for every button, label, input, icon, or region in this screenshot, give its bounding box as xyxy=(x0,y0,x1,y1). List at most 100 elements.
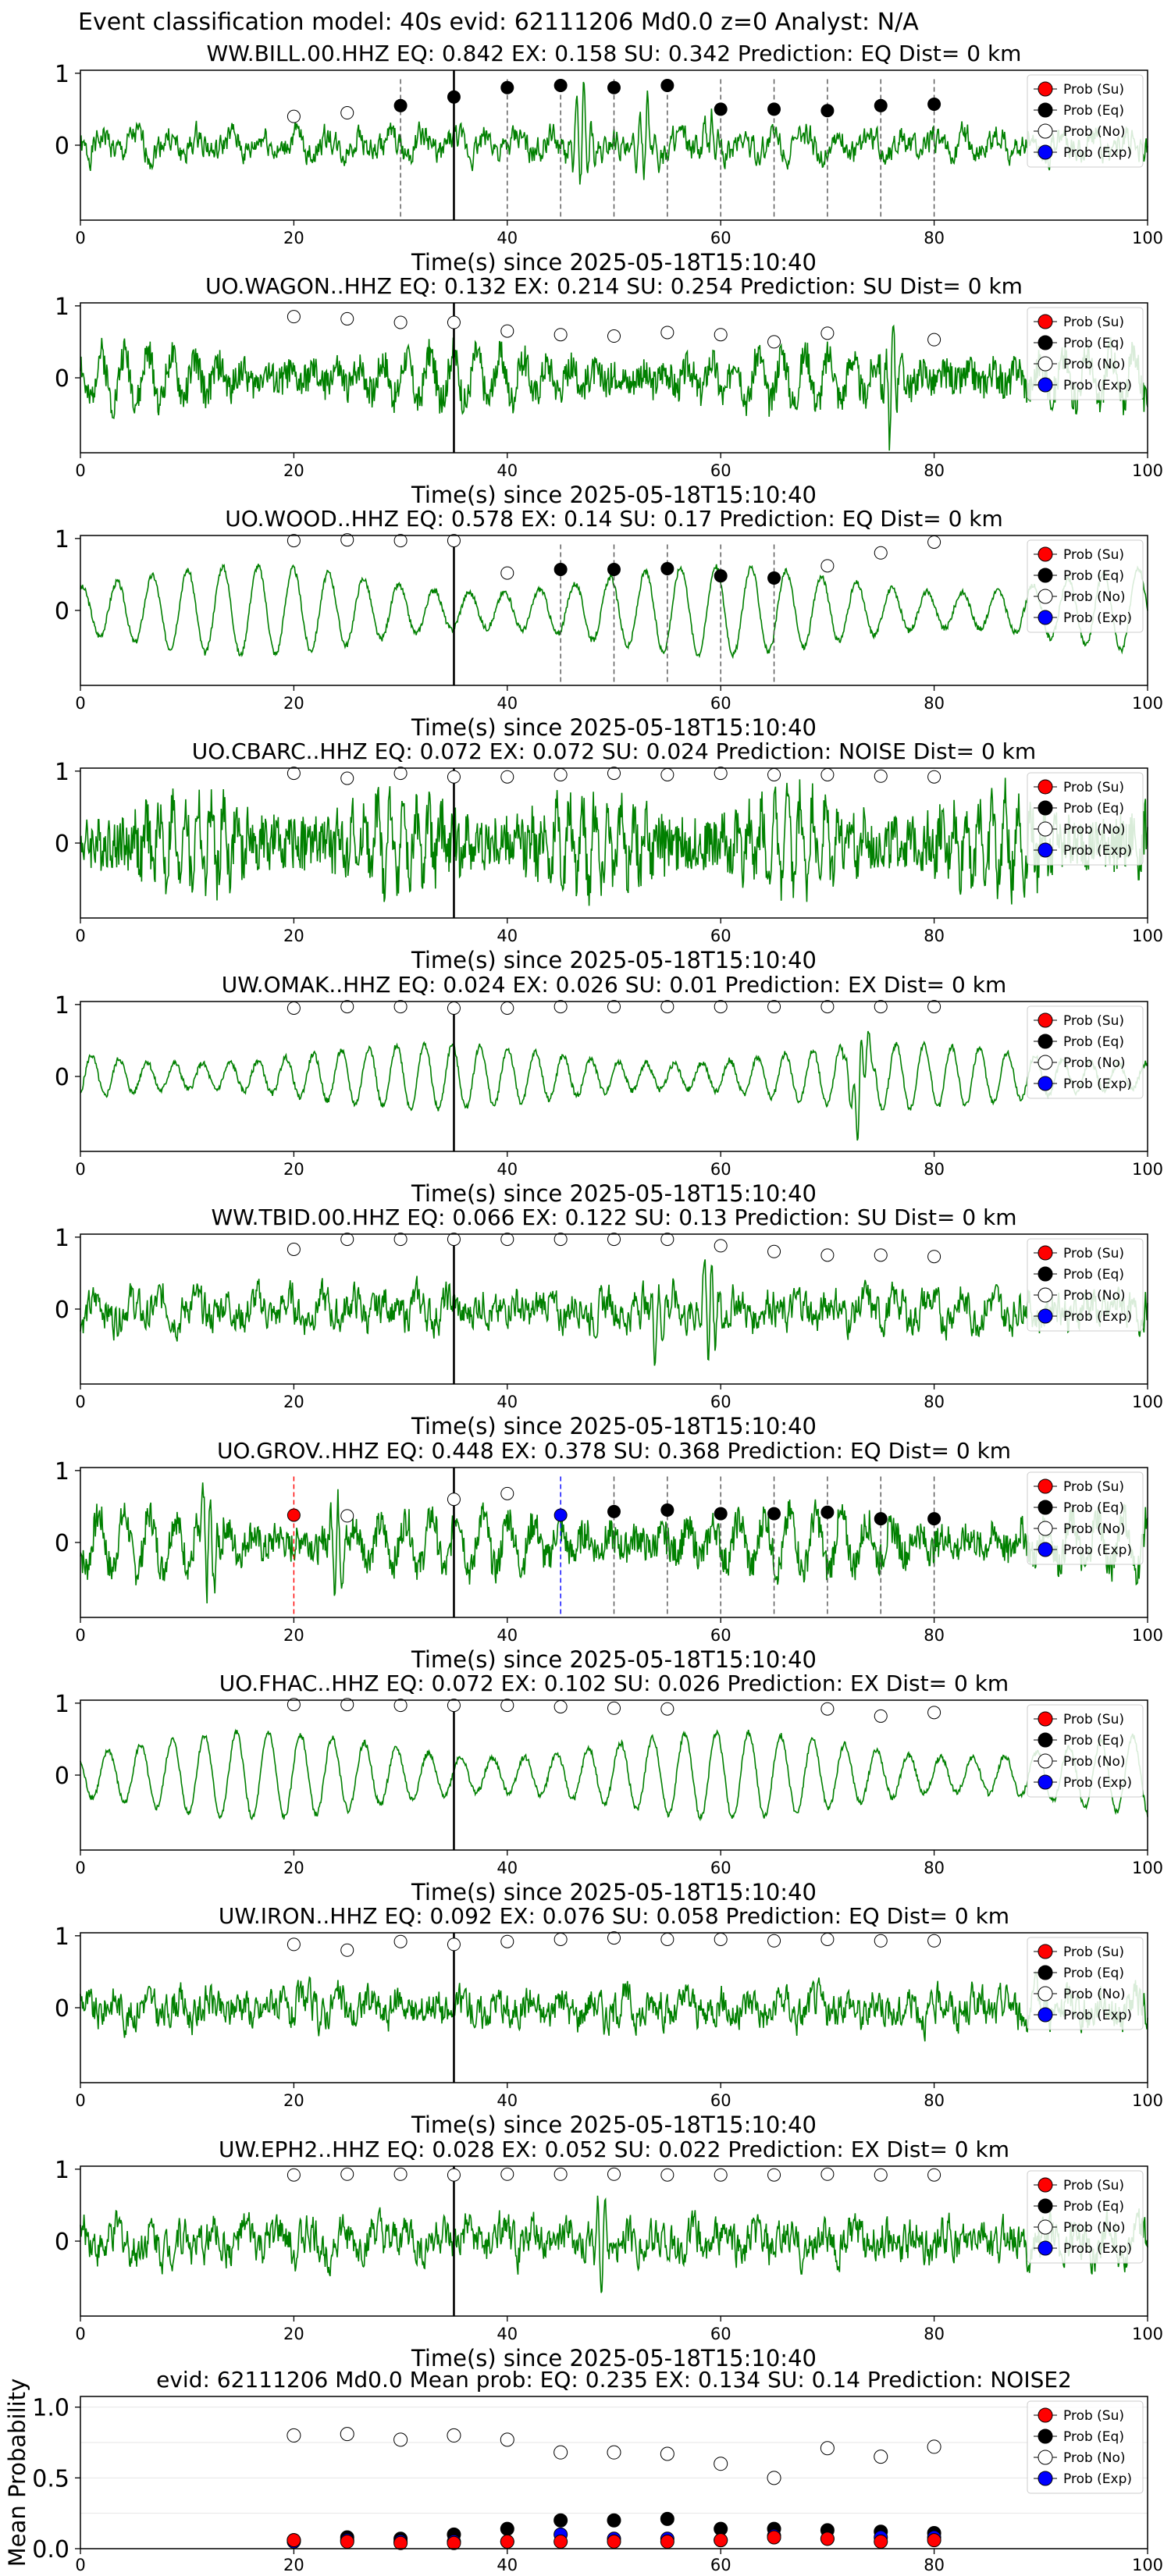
legend-label-su: Prob (Su) xyxy=(1063,1712,1124,1727)
x-tick-label: 100 xyxy=(1132,461,1163,480)
x-tick-label: 60 xyxy=(710,1859,731,1877)
panel-title: WW.TBID.00.HHZ EQ: 0.066 EX: 0.122 SU: 0… xyxy=(211,1204,1016,1230)
x-tick-label: 80 xyxy=(924,1626,945,1645)
legend-box xyxy=(1027,1005,1144,1099)
legend-label-eq: Prob (Eq) xyxy=(1063,801,1124,817)
legend-label-exp: Prob (Exp) xyxy=(1063,1775,1132,1791)
waveform-trace xyxy=(80,324,1148,451)
legend-label-no: Prob (No) xyxy=(1063,1055,1126,1071)
x-tick-label: 40 xyxy=(497,229,518,247)
mean-point-no xyxy=(500,2432,514,2447)
legend-label-exp: Prob (Exp) xyxy=(1063,2241,1132,2257)
x-tick-label: 100 xyxy=(1132,1160,1163,1179)
waveform-trace xyxy=(80,2195,1148,2293)
prob-point-no xyxy=(340,1233,354,1247)
prob-point-eq xyxy=(553,79,568,93)
x-axis-label: Time(s) since 2025-05-18T15:10:40 xyxy=(411,249,817,276)
legend-marker-su xyxy=(1038,779,1053,795)
legend-label-no: Prob (No) xyxy=(1063,822,1126,838)
legend-label-no: Prob (No) xyxy=(1063,1288,1126,1304)
prob-point-no xyxy=(340,2167,354,2181)
x-tick-label: 0 xyxy=(75,1160,85,1179)
x-axis-label: Time(s) since 2025-05-18T15:10:40 xyxy=(411,482,817,508)
legend-marker-su xyxy=(1038,1245,1053,1261)
panel-3: 0 20 40 60 80 100 1 0 UO.WOOD..HHZ EQ: 0.578 EX:… xyxy=(55,506,1163,741)
x-tick-label: 80 xyxy=(924,461,945,480)
legend-label-no: Prob (No) xyxy=(1063,357,1126,372)
legend-marker-no xyxy=(1038,2450,1053,2465)
mean-point-eq xyxy=(553,2513,568,2528)
legend-label-eq: Prob (Eq) xyxy=(1063,336,1124,351)
legend-label-su: Prob (Su) xyxy=(1063,315,1124,330)
prob-point-no xyxy=(660,1000,674,1014)
prob-point-no xyxy=(287,109,301,123)
prob-point-no xyxy=(340,1698,354,1712)
x-tick-label: 20 xyxy=(283,1859,304,1877)
mean-point-su xyxy=(393,2535,408,2550)
prob-point-no xyxy=(287,534,301,548)
prob-point-no xyxy=(340,533,354,547)
x-tick-label: 20 xyxy=(283,229,304,247)
prob-point-eq xyxy=(874,1512,888,1526)
x-tick-label: 60 xyxy=(710,1160,731,1179)
prob-point-eq xyxy=(820,1505,835,1519)
x-tick-label: 20 xyxy=(283,2556,304,2574)
mean-point-su xyxy=(767,2530,781,2545)
legend-label-eq: Prob (Eq) xyxy=(1063,1500,1124,1516)
panel-4: 0 20 40 60 80 100 1 0 UO.CBARC..HHZ EQ: 0.072 EX… xyxy=(55,738,1163,973)
panel-title: UW.OMAK..HHZ EQ: 0.024 EX: 0.026 SU: 0.0… xyxy=(222,972,1006,998)
prob-point-no xyxy=(393,1000,408,1014)
legend-marker-no xyxy=(1038,1055,1053,1070)
panel-title: UO.GROV..HHZ EQ: 0.448 EX: 0.378 SU: 0.3… xyxy=(217,1438,1011,1464)
prob-point-no xyxy=(447,770,461,784)
y-tick-label: 0.0 xyxy=(32,2536,69,2564)
prob-point-no xyxy=(820,1000,835,1014)
panel-10: 0 20 40 60 80 100 1 0 UW.EPH2..HHZ EQ: 0.028 EX:… xyxy=(55,2137,1163,2371)
legend-label-eq: Prob (Eq) xyxy=(1063,1267,1124,1283)
legend-marker-exp xyxy=(1038,1076,1053,1091)
legend-box xyxy=(1027,772,1144,866)
mean-point-no xyxy=(287,2428,301,2443)
prob-point-no xyxy=(820,559,835,573)
legend-marker-no xyxy=(1038,1521,1053,1536)
prob-point-no xyxy=(927,1000,941,1014)
prob-point-no xyxy=(500,1233,514,1247)
legend-label-no: Prob (No) xyxy=(1063,589,1126,605)
panel-title: UO.FHAC..HHZ EQ: 0.072 EX: 0.102 SU: 0.0… xyxy=(219,1670,1009,1696)
y-tick-label: 1 xyxy=(55,1458,69,1485)
prob-point-no xyxy=(660,1932,674,1946)
x-tick-label: 20 xyxy=(283,2325,304,2343)
prob-point-no xyxy=(927,1250,941,1264)
legend-marker-eq xyxy=(1038,568,1053,583)
legend-marker-su xyxy=(1038,81,1053,97)
prob-point-no xyxy=(393,1934,408,1948)
y-tick-label: 0.5 xyxy=(32,2465,69,2492)
waveform-trace xyxy=(80,1728,1148,1822)
x-tick-label: 40 xyxy=(497,2325,518,2343)
legend-box xyxy=(1027,1704,1144,1798)
prob-point-no xyxy=(500,1001,514,1015)
legend-marker-eq xyxy=(1038,2198,1053,2214)
prob-point-no xyxy=(714,1932,728,1946)
prob-point-no xyxy=(820,1702,835,1716)
prob-point-no xyxy=(340,1000,354,1014)
x-tick-label: 0 xyxy=(75,2556,85,2574)
legend-box xyxy=(1027,1471,1144,1565)
x-tick-label: 80 xyxy=(924,2556,945,2574)
prob-point-no xyxy=(820,767,835,781)
legend-marker-exp xyxy=(1038,2471,1053,2486)
y-tick-label: 1.0 xyxy=(32,2395,69,2422)
y-tick-label: 0 xyxy=(55,598,69,625)
y-tick-label: 1 xyxy=(55,526,69,553)
prob-point-no xyxy=(553,1233,568,1247)
legend-marker-exp xyxy=(1038,610,1053,625)
panel-6: 0 20 40 60 80 100 1 0 WW.TBID.00.HHZ EQ: 0.066 E… xyxy=(55,1204,1163,1439)
legend-label-exp: Prob (Exp) xyxy=(1063,843,1132,859)
x-tick-label: 0 xyxy=(75,461,85,480)
x-tick-label: 60 xyxy=(710,1626,731,1645)
y-tick-label: 1 xyxy=(55,61,69,88)
prob-point-no xyxy=(660,1233,674,1247)
prob-point-no xyxy=(287,1698,301,1712)
y-tick-label: 0 xyxy=(55,1297,69,1324)
